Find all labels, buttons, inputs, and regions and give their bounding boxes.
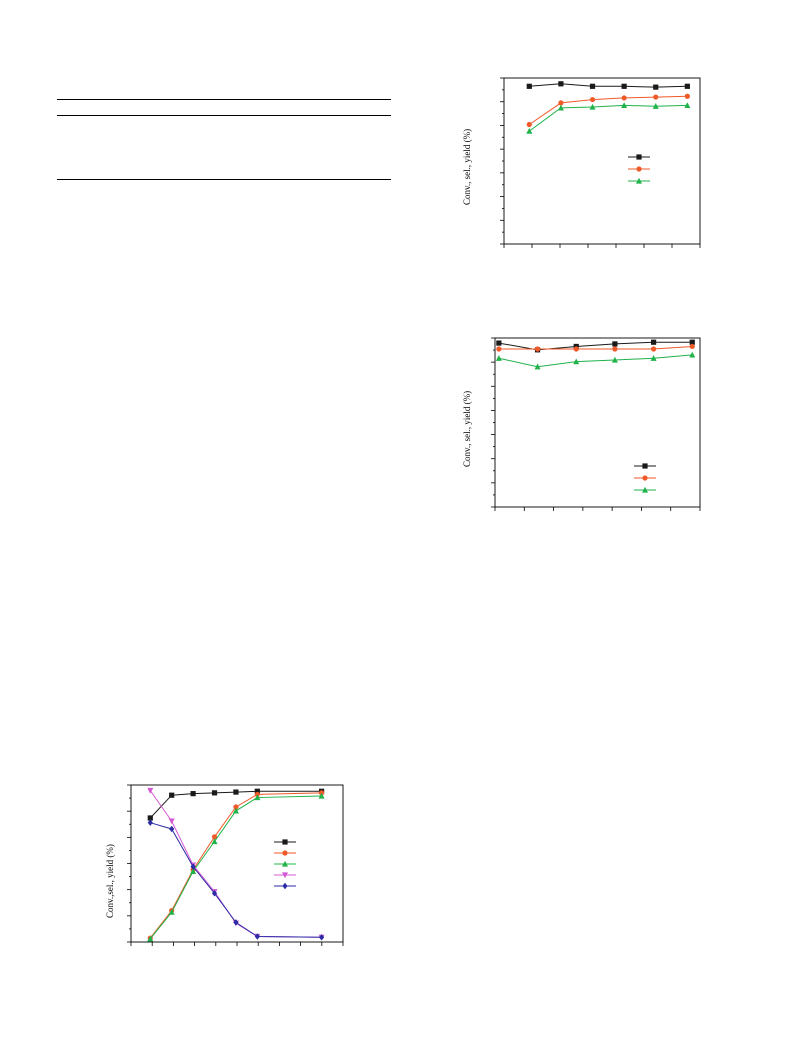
legend-marker-blue	[282, 882, 288, 890]
data-point-green	[573, 358, 580, 365]
data-point-green	[147, 935, 154, 942]
data-point-black	[254, 788, 260, 794]
data-point-red	[653, 94, 659, 100]
data-point-green	[621, 102, 628, 108]
legend-marker-red	[636, 166, 642, 172]
data-point-green	[557, 104, 564, 111]
series-line-green	[528, 104, 688, 132]
legend-marker-green	[282, 860, 288, 867]
legend-marker-magenta	[282, 872, 288, 879]
data-point-red	[684, 93, 690, 99]
series-line-black	[529, 83, 688, 88]
data-point-green	[689, 351, 696, 358]
data-point-black	[650, 339, 657, 345]
data-point-green	[318, 792, 325, 799]
data-point-blue	[233, 919, 239, 926]
series-line-green	[498, 354, 693, 368]
legend-marker-green	[636, 177, 642, 184]
legend-marker-black	[642, 463, 648, 469]
data-point-blue	[211, 890, 218, 897]
series-line-red	[149, 792, 322, 939]
data-point-black	[653, 84, 659, 90]
series-line-green	[149, 795, 322, 940]
data-point-green	[168, 908, 175, 915]
data-point-black	[147, 815, 153, 821]
data-point-red	[612, 346, 618, 352]
data-point-black	[233, 789, 239, 795]
data-point-green	[495, 355, 502, 361]
data-point-blue	[318, 934, 325, 941]
table-header-rule	[57, 115, 391, 116]
data-point-green	[211, 838, 218, 845]
data-point-green	[650, 355, 657, 361]
table-top-rule	[57, 99, 391, 100]
data-point-red	[233, 804, 239, 810]
data-point-black	[589, 83, 596, 89]
data-point-red	[589, 96, 596, 103]
legend-marker-red	[642, 475, 648, 481]
data-point-blue	[147, 819, 153, 826]
legend-marker-red	[282, 850, 288, 856]
legend-marker-black	[636, 154, 642, 160]
data-point-black	[211, 790, 218, 796]
legend-marker-black	[282, 839, 288, 845]
data-point-green	[534, 363, 541, 370]
data-point-black	[684, 83, 690, 89]
data-point-green	[684, 102, 691, 108]
data-point-magenta	[147, 787, 154, 794]
data-point-red	[211, 834, 218, 840]
series-line-red	[498, 345, 693, 350]
data-point-red	[496, 346, 502, 352]
data-point-black	[169, 792, 175, 798]
data-point-green	[589, 103, 596, 110]
data-point-green	[232, 807, 239, 814]
data-point-green	[611, 356, 618, 363]
data-point-red	[621, 95, 627, 101]
data-point-black	[526, 83, 532, 89]
data-point-red	[650, 346, 657, 352]
data-point-red	[526, 121, 532, 128]
data-point-red	[534, 346, 541, 352]
data-point-black	[621, 83, 627, 89]
data-point-magenta	[168, 818, 175, 825]
data-point-black	[689, 339, 695, 345]
data-point-blue	[169, 825, 175, 833]
data-point-red	[573, 346, 579, 352]
data-point-black	[612, 341, 618, 347]
data-point-blue	[254, 933, 260, 940]
data-point-black	[190, 791, 196, 797]
data-point-green	[526, 127, 533, 134]
data-point-green	[652, 103, 659, 109]
data-point-green	[190, 868, 197, 874]
data-point-green	[254, 794, 261, 801]
series-line-red	[529, 95, 688, 125]
data-point-blue	[190, 863, 196, 870]
data-point-red	[689, 343, 695, 350]
data-point-black	[558, 81, 564, 87]
table-bottom-rule	[57, 179, 391, 180]
data-point-red	[558, 100, 564, 106]
data-point-black	[496, 340, 502, 346]
legend-marker-green	[642, 486, 648, 493]
